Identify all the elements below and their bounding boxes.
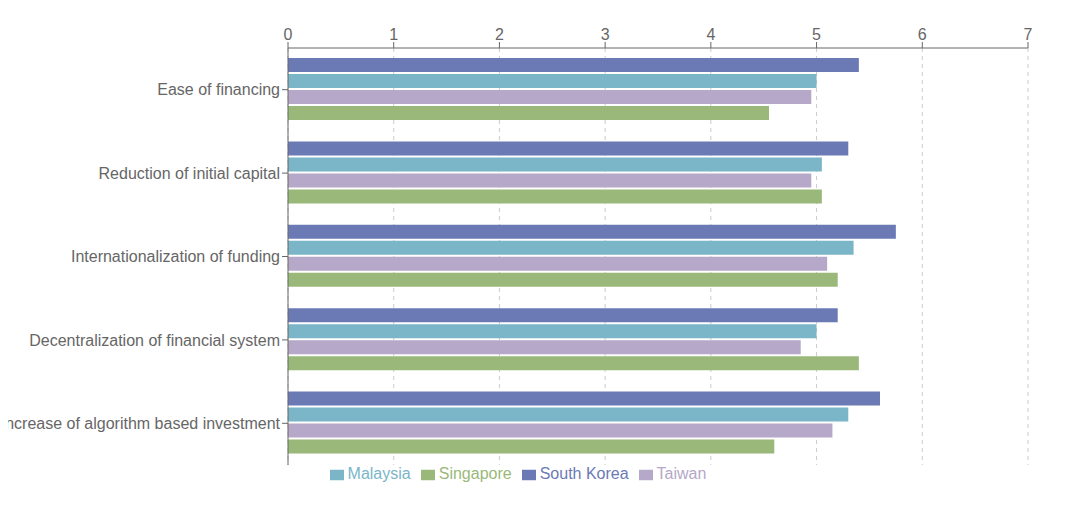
svg-text:Ease of financing: Ease of financing [157,81,280,98]
svg-text:6: 6 [918,26,927,43]
html-text:Malaysia: Malaysia [347,465,411,482]
html-text:Singapore: Singapore [438,465,512,482]
svg-text:1: 1 [389,26,398,43]
html-text:Taiwan: Taiwan [656,465,707,482]
html-text:South Korea: South Korea [539,465,629,482]
svg-text:2: 2 [495,26,504,43]
svg-text:Reduction of initial capital: Reduction of initial capital [99,165,280,182]
svg-text:4: 4 [706,26,715,43]
svg-text:Decentralization of financial: Decentralization of financial system [29,332,280,349]
svg-text:0: 0 [284,26,293,43]
svg-text:Increase of algorithm based in: Increase of algorithm based investment [8,415,281,432]
svg-text:5: 5 [812,26,821,43]
svg-text:Internationalization of fundin: Internationalization of funding [71,248,280,265]
svg-text:3: 3 [601,26,610,43]
svg-text:7: 7 [1024,26,1033,43]
